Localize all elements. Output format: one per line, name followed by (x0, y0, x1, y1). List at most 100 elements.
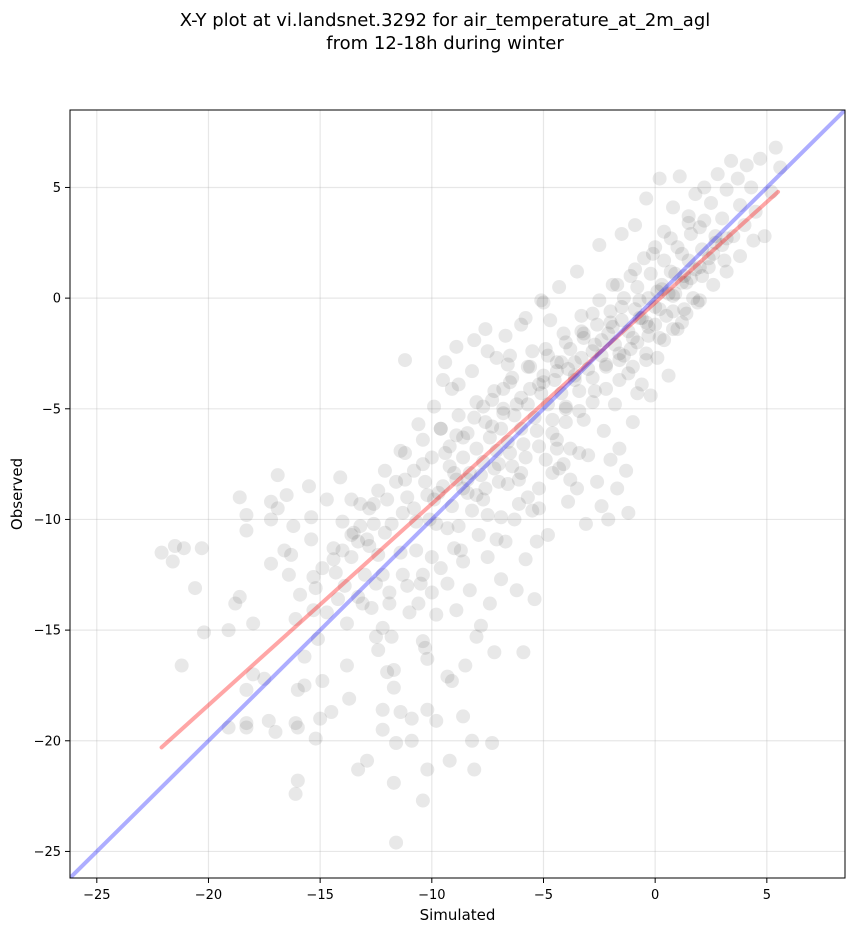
data-point (377, 525, 392, 540)
data-point (527, 592, 542, 607)
x-tick-label: 5 (763, 888, 771, 903)
data-point (438, 355, 453, 370)
data-point (489, 443, 504, 458)
data-point (679, 275, 694, 290)
data-point (632, 311, 647, 326)
data-point (467, 333, 482, 348)
data-point (264, 512, 279, 527)
data-point (581, 448, 596, 463)
data-point (592, 293, 607, 308)
data-point (480, 550, 495, 565)
data-point (418, 640, 433, 655)
data-point (315, 561, 330, 576)
data-point (485, 735, 500, 750)
data-point (603, 304, 618, 319)
data-point (197, 625, 212, 640)
data-point (442, 439, 457, 454)
data-point (545, 412, 560, 427)
data-point (498, 328, 513, 343)
data-point (574, 350, 589, 365)
data-point (599, 359, 614, 374)
data-point (400, 578, 415, 593)
data-point (540, 397, 555, 412)
data-point (692, 293, 707, 308)
data-point (748, 204, 763, 219)
data-point (400, 490, 415, 505)
data-point (715, 211, 730, 226)
data-point (648, 299, 663, 314)
data-point (516, 437, 531, 452)
data-point (576, 412, 591, 427)
data-point (572, 384, 587, 399)
data-point (520, 359, 535, 374)
data-point (485, 392, 500, 407)
data-point (605, 277, 620, 292)
data-point (489, 532, 504, 547)
data-point (415, 567, 430, 582)
data-point (612, 346, 627, 361)
data-point (167, 539, 182, 554)
data-point (491, 474, 506, 489)
data-point (701, 260, 716, 275)
data-point (480, 508, 495, 523)
data-point (331, 592, 346, 607)
data-point (239, 716, 254, 731)
data-point (773, 160, 788, 175)
data-point (668, 266, 683, 281)
data-point (364, 600, 379, 615)
data-point (509, 583, 524, 598)
data-point (710, 167, 725, 182)
data-point (643, 266, 658, 281)
data-point (536, 375, 551, 390)
data-point (344, 527, 359, 542)
data-point (708, 229, 723, 244)
data-point (487, 384, 502, 399)
data-point (719, 231, 734, 246)
data-point (576, 326, 591, 341)
data-point (415, 793, 430, 808)
data-point (288, 786, 303, 801)
data-point (681, 215, 696, 230)
data-point (427, 492, 442, 507)
data-point (619, 463, 634, 478)
data-point (389, 474, 404, 489)
data-point (480, 344, 495, 359)
data-point (398, 353, 413, 368)
data-point (558, 335, 573, 350)
data-point (650, 284, 665, 299)
data-point (422, 512, 437, 527)
data-point (567, 355, 582, 370)
data-point (404, 711, 419, 726)
data-point (465, 733, 480, 748)
data-point (654, 282, 669, 297)
data-point (545, 465, 560, 480)
data-point (288, 716, 303, 731)
data-point (540, 527, 555, 542)
data-point (574, 308, 589, 323)
data-point (335, 543, 350, 558)
data-point (351, 762, 366, 777)
data-point (308, 731, 323, 746)
data-point (496, 401, 511, 416)
data-point (431, 485, 446, 500)
data-point (706, 246, 721, 261)
data-point (612, 441, 627, 456)
data-point (659, 308, 674, 323)
data-point (500, 477, 515, 492)
data-point (663, 264, 678, 279)
data-point (371, 547, 386, 562)
data-point (398, 446, 413, 461)
data-point (418, 474, 433, 489)
data-point (353, 519, 368, 534)
data-point (632, 293, 647, 308)
data-point (701, 251, 716, 266)
data-point (610, 277, 625, 292)
data-point (386, 775, 401, 790)
data-point (616, 348, 631, 363)
data-point (415, 457, 430, 472)
data-point (569, 481, 584, 496)
data-point (590, 317, 605, 332)
data-point (433, 421, 448, 436)
data-point (603, 452, 618, 467)
data-point (440, 576, 455, 591)
